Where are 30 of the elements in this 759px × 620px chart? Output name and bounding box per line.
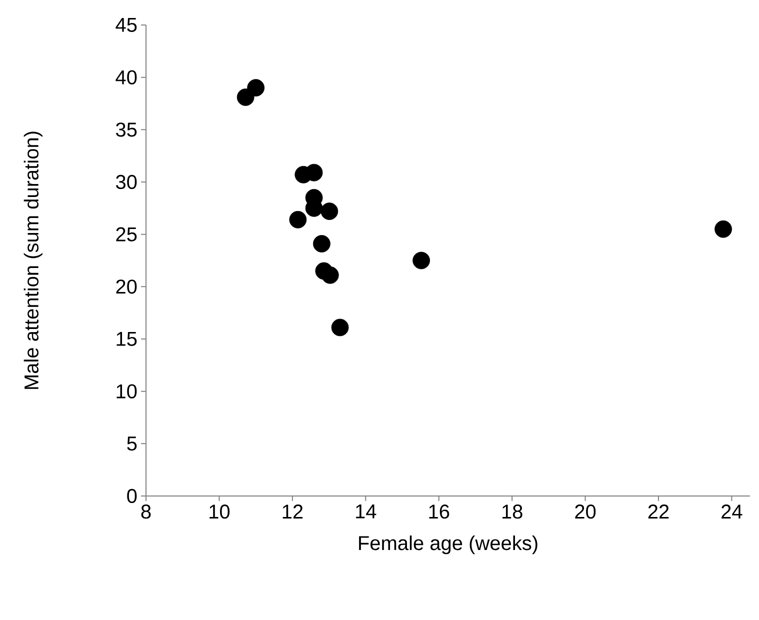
x-tick-label: 8 (141, 504, 151, 519)
x-tick-label: 22 (648, 504, 669, 518)
point (289, 210, 307, 228)
point (305, 164, 323, 182)
point (714, 220, 732, 238)
point (313, 235, 330, 252)
y-tick-label: 45 (116, 18, 137, 32)
point (412, 252, 430, 270)
y-tick-label: 10 (116, 384, 137, 398)
x-tick-label: 24 (722, 504, 742, 518)
x-tick-label: 20 (575, 504, 596, 519)
y-tick-label: 25 (116, 227, 137, 242)
y-tick-label: 35 (116, 122, 137, 137)
x-tick-label: 12 (282, 504, 303, 518)
x-tick-label: 14 (356, 504, 376, 518)
y-tick-label: 20 (116, 280, 137, 294)
point (320, 202, 338, 220)
y-tick-label: 15 (116, 332, 137, 346)
y-tick-label: 0 (127, 488, 137, 504)
y-tick-label: 30 (116, 174, 137, 190)
point (331, 318, 349, 336)
x-axis-title: Female age (weeks) (359, 536, 538, 554)
y-tick-label: 40 (116, 70, 137, 84)
y-axis-title: Male attention (sum duration) (24, 132, 42, 389)
x-tick-label: 10 (210, 504, 230, 519)
point (247, 79, 265, 96)
point (321, 266, 339, 284)
x-tick-label: 16 (429, 504, 450, 519)
y-tick-label: 5 (127, 436, 137, 451)
x-tick-label: 18 (502, 504, 522, 519)
